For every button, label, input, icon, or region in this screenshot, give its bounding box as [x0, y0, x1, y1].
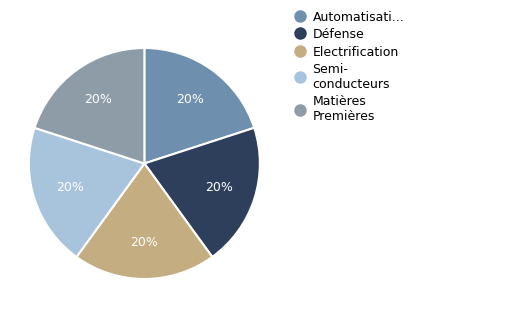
Text: 20%: 20% [130, 235, 159, 249]
Wedge shape [29, 128, 144, 257]
Wedge shape [35, 48, 144, 164]
Text: 20%: 20% [56, 181, 83, 194]
Text: 20%: 20% [85, 94, 112, 107]
Text: 20%: 20% [176, 94, 204, 107]
Text: 20%: 20% [205, 181, 233, 194]
Legend: Automatisati..., Défense, Electrification, Semi-
conducteurs, Matières
Premières: Automatisati..., Défense, Electrificatio… [295, 11, 404, 123]
Wedge shape [77, 164, 212, 279]
Wedge shape [144, 48, 254, 164]
Wedge shape [144, 128, 260, 257]
